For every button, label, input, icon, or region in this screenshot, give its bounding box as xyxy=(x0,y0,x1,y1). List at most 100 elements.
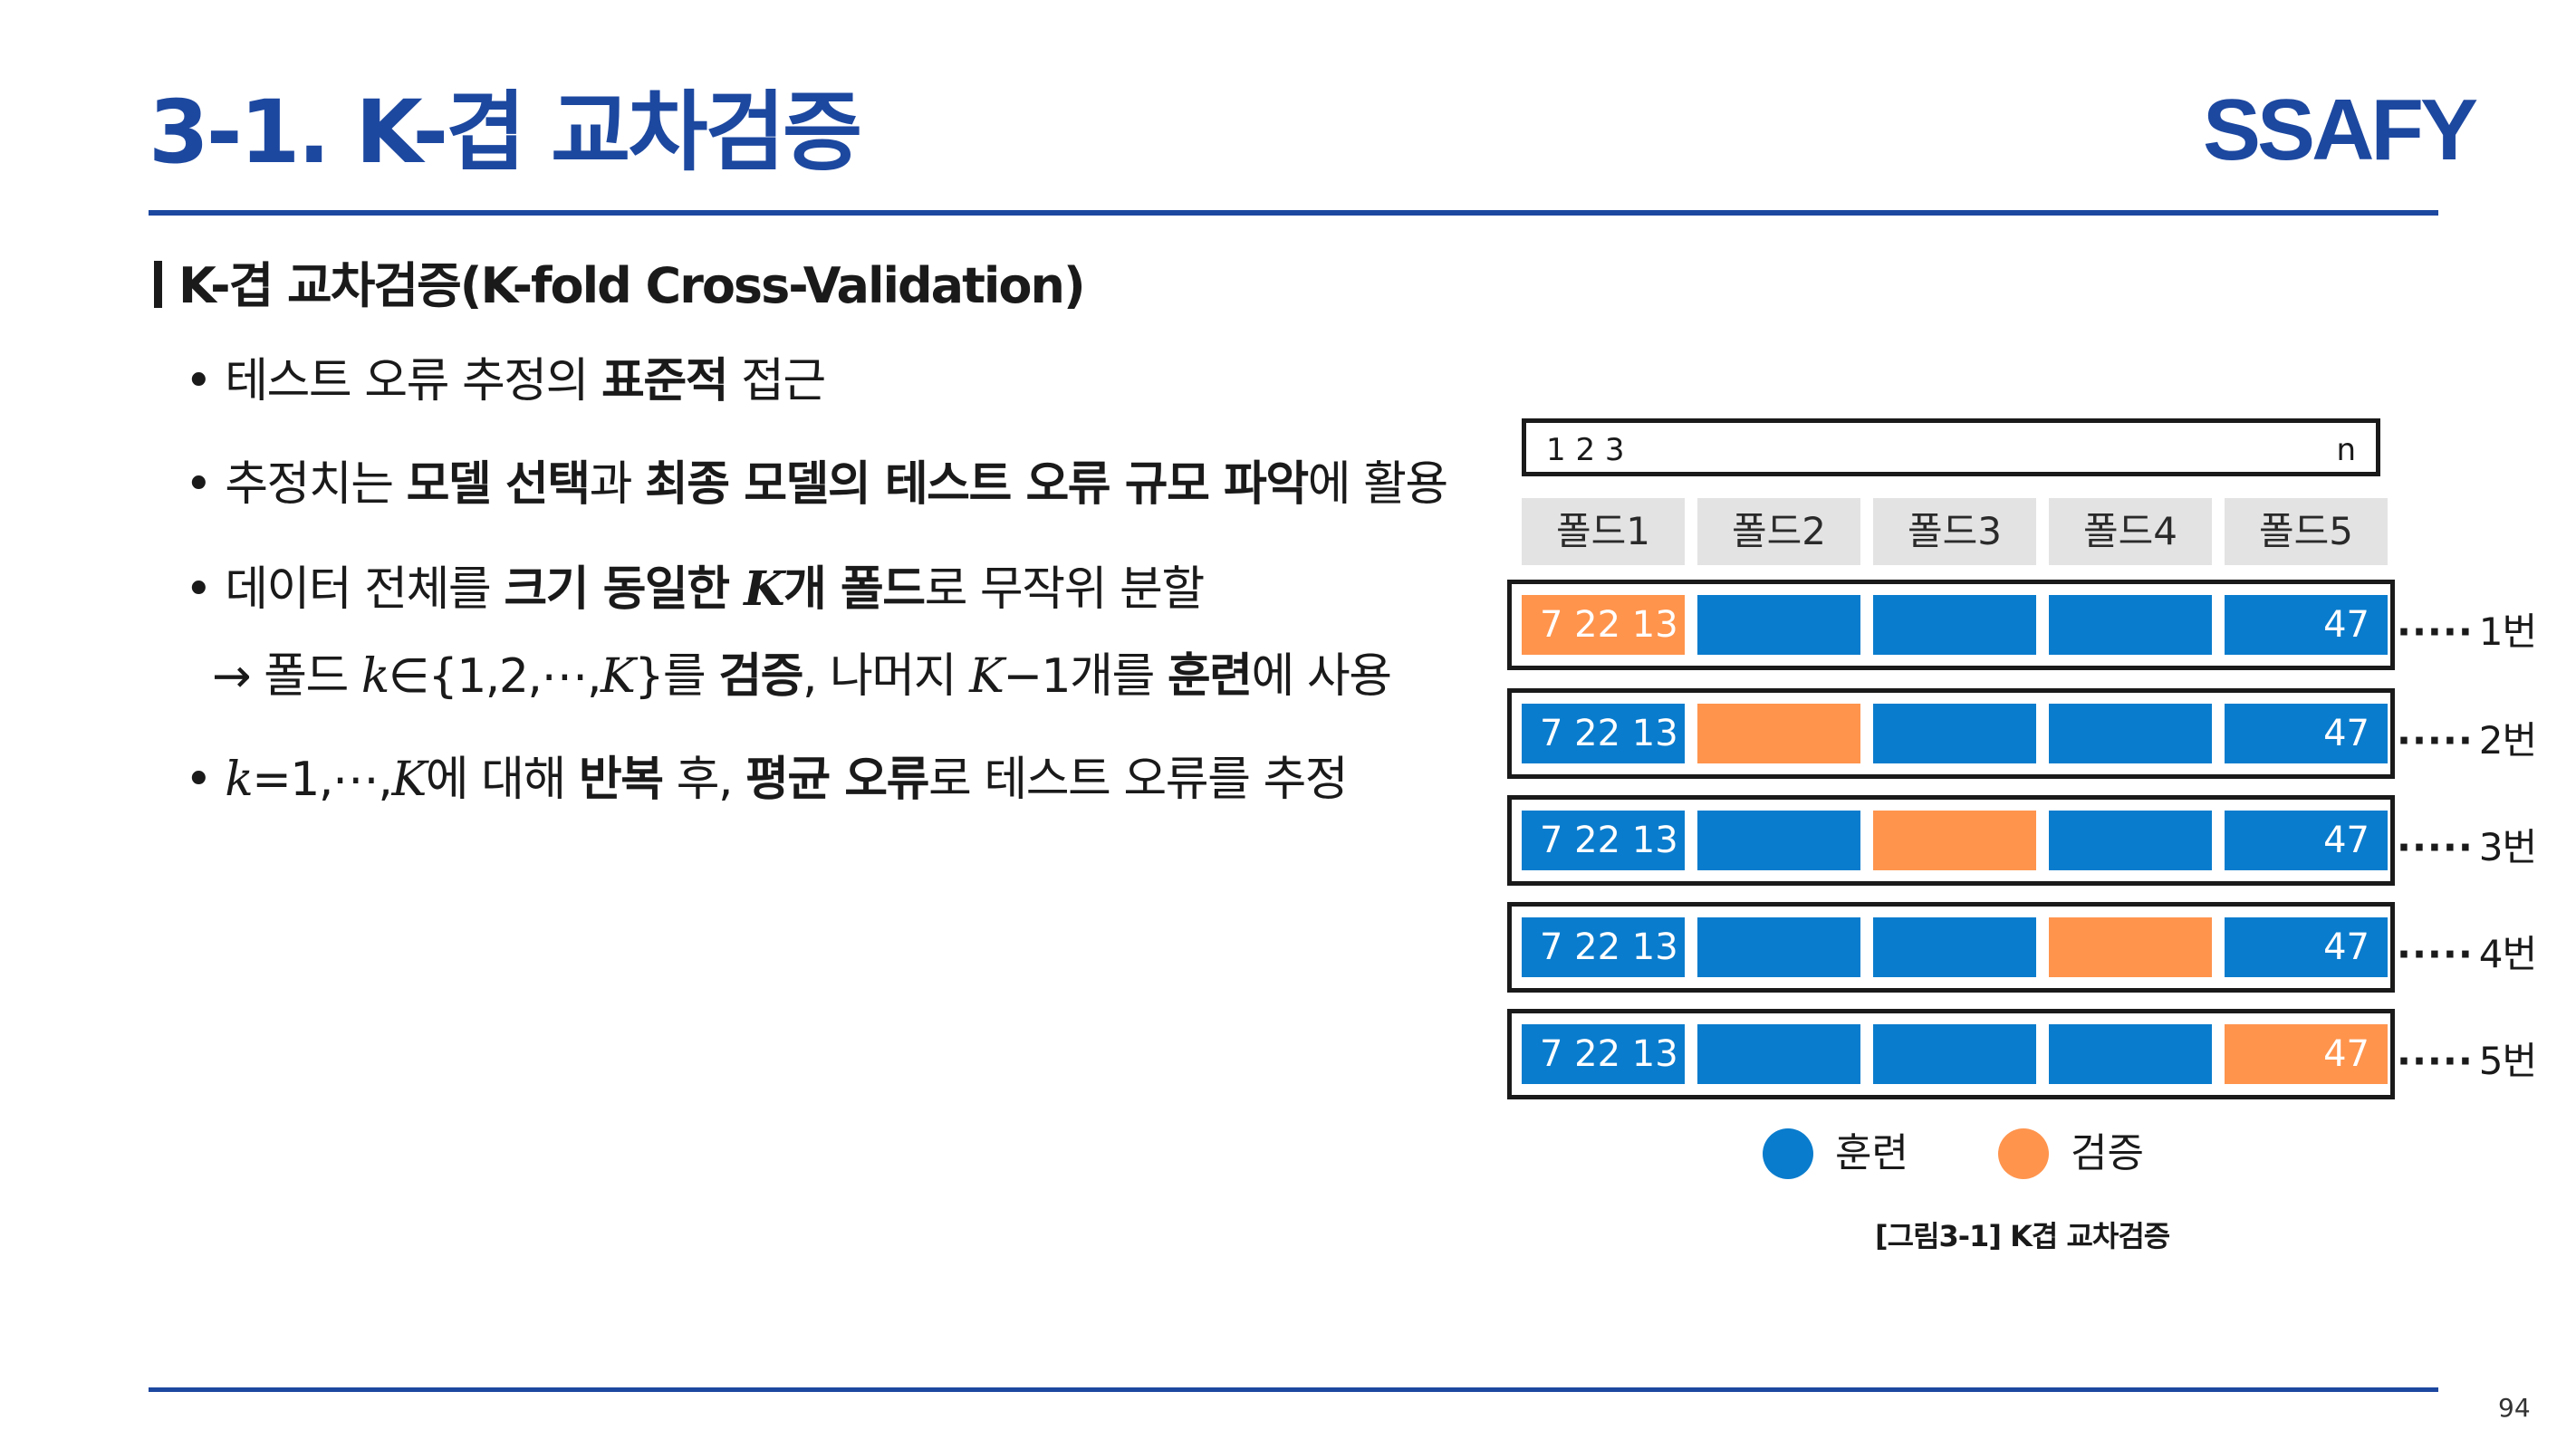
section-heading-text: K-겹 교차검증(K-fold Cross-Validation) xyxy=(178,257,1086,314)
cell-sample-ids: 47 xyxy=(2323,604,2369,646)
train-legend-dot xyxy=(1763,1128,1813,1179)
bullet-text: −1개를 xyxy=(1003,649,1168,704)
bullet-text: 후, xyxy=(662,753,746,807)
bullet-text: 에 활용 xyxy=(1307,457,1449,512)
iteration-label: ····· 2번 xyxy=(2397,710,2537,765)
iteration-label-text: 2번 xyxy=(2478,718,2537,763)
train-fold-cell xyxy=(2049,1024,2212,1084)
bullet-bold-text: 최종 모델의 테스트 오류 규모 파악 xyxy=(644,457,1309,512)
fold-row: 7 22 13 47 xyxy=(1507,902,2395,993)
bullet-dot: • xyxy=(185,354,213,408)
train-fold-cell xyxy=(1697,1024,1860,1084)
bullet-text: 로 무작위 분할 xyxy=(924,562,1206,617)
train-fold-cell xyxy=(1697,917,1860,977)
train-fold-cell: 47 xyxy=(2225,704,2388,763)
iteration-label: ····· 4번 xyxy=(2397,924,2537,979)
dotted-leader: ····· xyxy=(2397,718,2474,763)
cell-sample-ids: 7 22 13 xyxy=(1540,820,1678,861)
train-fold-cell xyxy=(1873,595,2036,655)
cell-sample-ids: 7 22 13 xyxy=(1540,1033,1678,1075)
bullet-text: =1,⋯, xyxy=(252,753,393,807)
math-symbol: k xyxy=(225,753,254,807)
bullet-split: • 데이터 전체를 크기 동일한 K개 폴드로 무작위 분할 xyxy=(185,561,1206,618)
bullet-text: , 나머지 xyxy=(803,649,970,704)
index-end-label: n xyxy=(2336,432,2356,468)
bullet-bold-text: 훈련 xyxy=(1167,649,1253,704)
data-index-bar: 1 2 3 n xyxy=(1522,418,2380,476)
cell-sample-ids: 47 xyxy=(2323,713,2369,754)
title-divider xyxy=(149,210,2438,216)
iteration-label-text: 1번 xyxy=(2478,609,2537,654)
bullet-bold-text: 반복 xyxy=(578,753,664,807)
bullet-text: 과 xyxy=(589,457,645,512)
bullet-bold-text: 개 폴드 xyxy=(783,562,926,617)
page-number: 94 xyxy=(2498,1393,2531,1423)
iteration-label: ····· 5번 xyxy=(2397,1031,2537,1086)
train-fold-cell: 47 xyxy=(2225,917,2388,977)
bullet-dot: • xyxy=(185,753,213,807)
bullet-standard-approach: • 테스트 오류 추정의 표준적 접근 xyxy=(185,353,826,409)
bullet-text: 로 테스트 오류를 추정 xyxy=(928,753,1349,807)
fold-header: 폴드5 xyxy=(2225,498,2388,565)
fold-row: 7 22 13 47 xyxy=(1507,580,2395,670)
iteration-label: ····· 1번 xyxy=(2397,601,2537,657)
train-fold-cell xyxy=(1873,917,2036,977)
train-fold-cell xyxy=(2049,595,2212,655)
validation-fold-cell: 7 22 13 xyxy=(1522,595,1685,655)
bullet-bold-text: 크기 동일한 xyxy=(504,562,745,617)
validation-fold-cell xyxy=(1697,704,1860,763)
cell-sample-ids: 47 xyxy=(2323,820,2369,861)
train-fold-cell: 7 22 13 xyxy=(1522,1024,1685,1084)
train-fold-cell: 7 22 13 xyxy=(1522,917,1685,977)
bullet-text: }를 xyxy=(634,649,719,704)
fold-header: 폴드4 xyxy=(2049,498,2212,565)
dotted-leader: ····· xyxy=(2397,609,2474,654)
train-fold-cell xyxy=(2049,811,2212,870)
bullet-text: 데이터 전체를 xyxy=(225,562,505,617)
ssafy-logo: SSAFY xyxy=(2203,82,2478,178)
bullet-repeat: • k=1,⋯,K에 대해 반복 후, 평균 오류로 테스트 오류를 추정 xyxy=(185,752,1349,808)
cell-sample-ids: 7 22 13 xyxy=(1540,604,1678,646)
page-title: 3-1. K-겹 교차검증 xyxy=(149,82,862,183)
train-fold-cell xyxy=(1697,811,1860,870)
arrow-icon: → xyxy=(212,649,252,704)
dotted-leader: ····· xyxy=(2397,932,2474,976)
section-heading: K-겹 교차검증(K-fold Cross-Validation) xyxy=(154,257,1086,314)
cell-sample-ids: 7 22 13 xyxy=(1540,926,1678,968)
bullet-text: 폴드 xyxy=(250,649,361,704)
bullet-text: 테스트 오류 추정의 xyxy=(225,354,602,408)
bullet-uses: • 추정치는 모델 선택과 최종 모델의 테스트 오류 규모 파악에 활용 xyxy=(185,456,1449,513)
math-symbol: K xyxy=(969,649,1004,704)
train-fold-cell: 7 22 13 xyxy=(1522,811,1685,870)
math-symbol: K xyxy=(600,649,636,704)
train-fold-cell: 7 22 13 xyxy=(1522,704,1685,763)
validation-fold-cell xyxy=(1873,811,2036,870)
bullet-bold-text: 검증 xyxy=(718,649,803,704)
fold-header: 폴드3 xyxy=(1873,498,2036,565)
heading-bar xyxy=(154,261,162,308)
fold-row: 7 22 13 47 xyxy=(1507,795,2395,886)
bullet-text: ∈{1,2,⋯, xyxy=(388,649,602,704)
fold-row: 7 22 13 47 xyxy=(1507,1009,2395,1099)
bullet-text: 접근 xyxy=(727,354,826,408)
bullet-dot: • xyxy=(185,457,213,512)
iteration-label-text: 5번 xyxy=(2478,1039,2537,1083)
iteration-label-text: 4번 xyxy=(2478,932,2537,976)
validation-legend-label: 검증 xyxy=(2071,1130,2144,1176)
fold-header: 폴드1 xyxy=(1522,498,1685,565)
validation-fold-cell: 47 xyxy=(2225,1024,2388,1084)
cell-sample-ids: 47 xyxy=(2323,926,2369,968)
math-symbol: K xyxy=(391,753,427,807)
bullet-split-continuation: → 폴드 k∈{1,2,⋯,K}를 검증, 나머지 K−1개를 훈련에 사용 xyxy=(212,648,1392,705)
cell-sample-ids: 7 22 13 xyxy=(1540,713,1678,754)
bullet-dot: • xyxy=(185,562,213,617)
math-symbol: k xyxy=(360,649,390,704)
iteration-label-text: 3번 xyxy=(2478,825,2537,869)
train-fold-cell xyxy=(1873,704,2036,763)
fold-header: 폴드2 xyxy=(1697,498,1860,565)
index-start-label: 1 2 3 xyxy=(1546,432,1625,468)
train-fold-cell xyxy=(1873,1024,2036,1084)
train-fold-cell xyxy=(1697,595,1860,655)
train-legend-label: 훈련 xyxy=(1835,1130,1908,1176)
footer-divider xyxy=(149,1387,2438,1392)
